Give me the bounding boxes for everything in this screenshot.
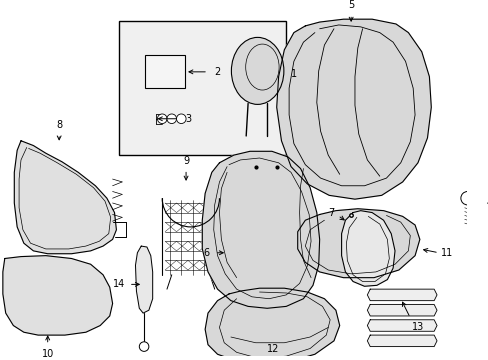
Text: 4: 4	[486, 198, 488, 208]
Circle shape	[157, 114, 166, 123]
Polygon shape	[366, 305, 436, 316]
Text: 13: 13	[411, 322, 424, 332]
Polygon shape	[341, 211, 394, 286]
Polygon shape	[366, 335, 436, 347]
Text: 9: 9	[183, 156, 189, 166]
Polygon shape	[14, 141, 116, 254]
Text: 10: 10	[41, 348, 54, 359]
Text: 11: 11	[440, 248, 452, 258]
Text: 3: 3	[185, 114, 191, 124]
Polygon shape	[297, 209, 419, 278]
Text: 8: 8	[56, 120, 62, 130]
Ellipse shape	[245, 44, 279, 90]
Polygon shape	[3, 256, 112, 335]
Polygon shape	[366, 289, 436, 301]
Polygon shape	[276, 19, 430, 199]
Polygon shape	[205, 288, 339, 360]
Text: 7: 7	[327, 208, 333, 217]
Text: 6: 6	[203, 248, 209, 258]
Text: 2: 2	[214, 67, 221, 77]
Polygon shape	[202, 151, 319, 308]
Ellipse shape	[231, 37, 284, 104]
Polygon shape	[135, 246, 152, 313]
FancyBboxPatch shape	[145, 55, 185, 88]
Text: 1: 1	[290, 69, 297, 79]
Text: 12: 12	[266, 344, 279, 354]
Bar	[119, 21, 285, 155]
Circle shape	[176, 114, 186, 123]
Circle shape	[139, 342, 148, 351]
Polygon shape	[366, 320, 436, 331]
Text: 5: 5	[347, 0, 353, 10]
Text: 14: 14	[113, 279, 125, 289]
Circle shape	[166, 114, 176, 123]
Circle shape	[460, 192, 473, 205]
